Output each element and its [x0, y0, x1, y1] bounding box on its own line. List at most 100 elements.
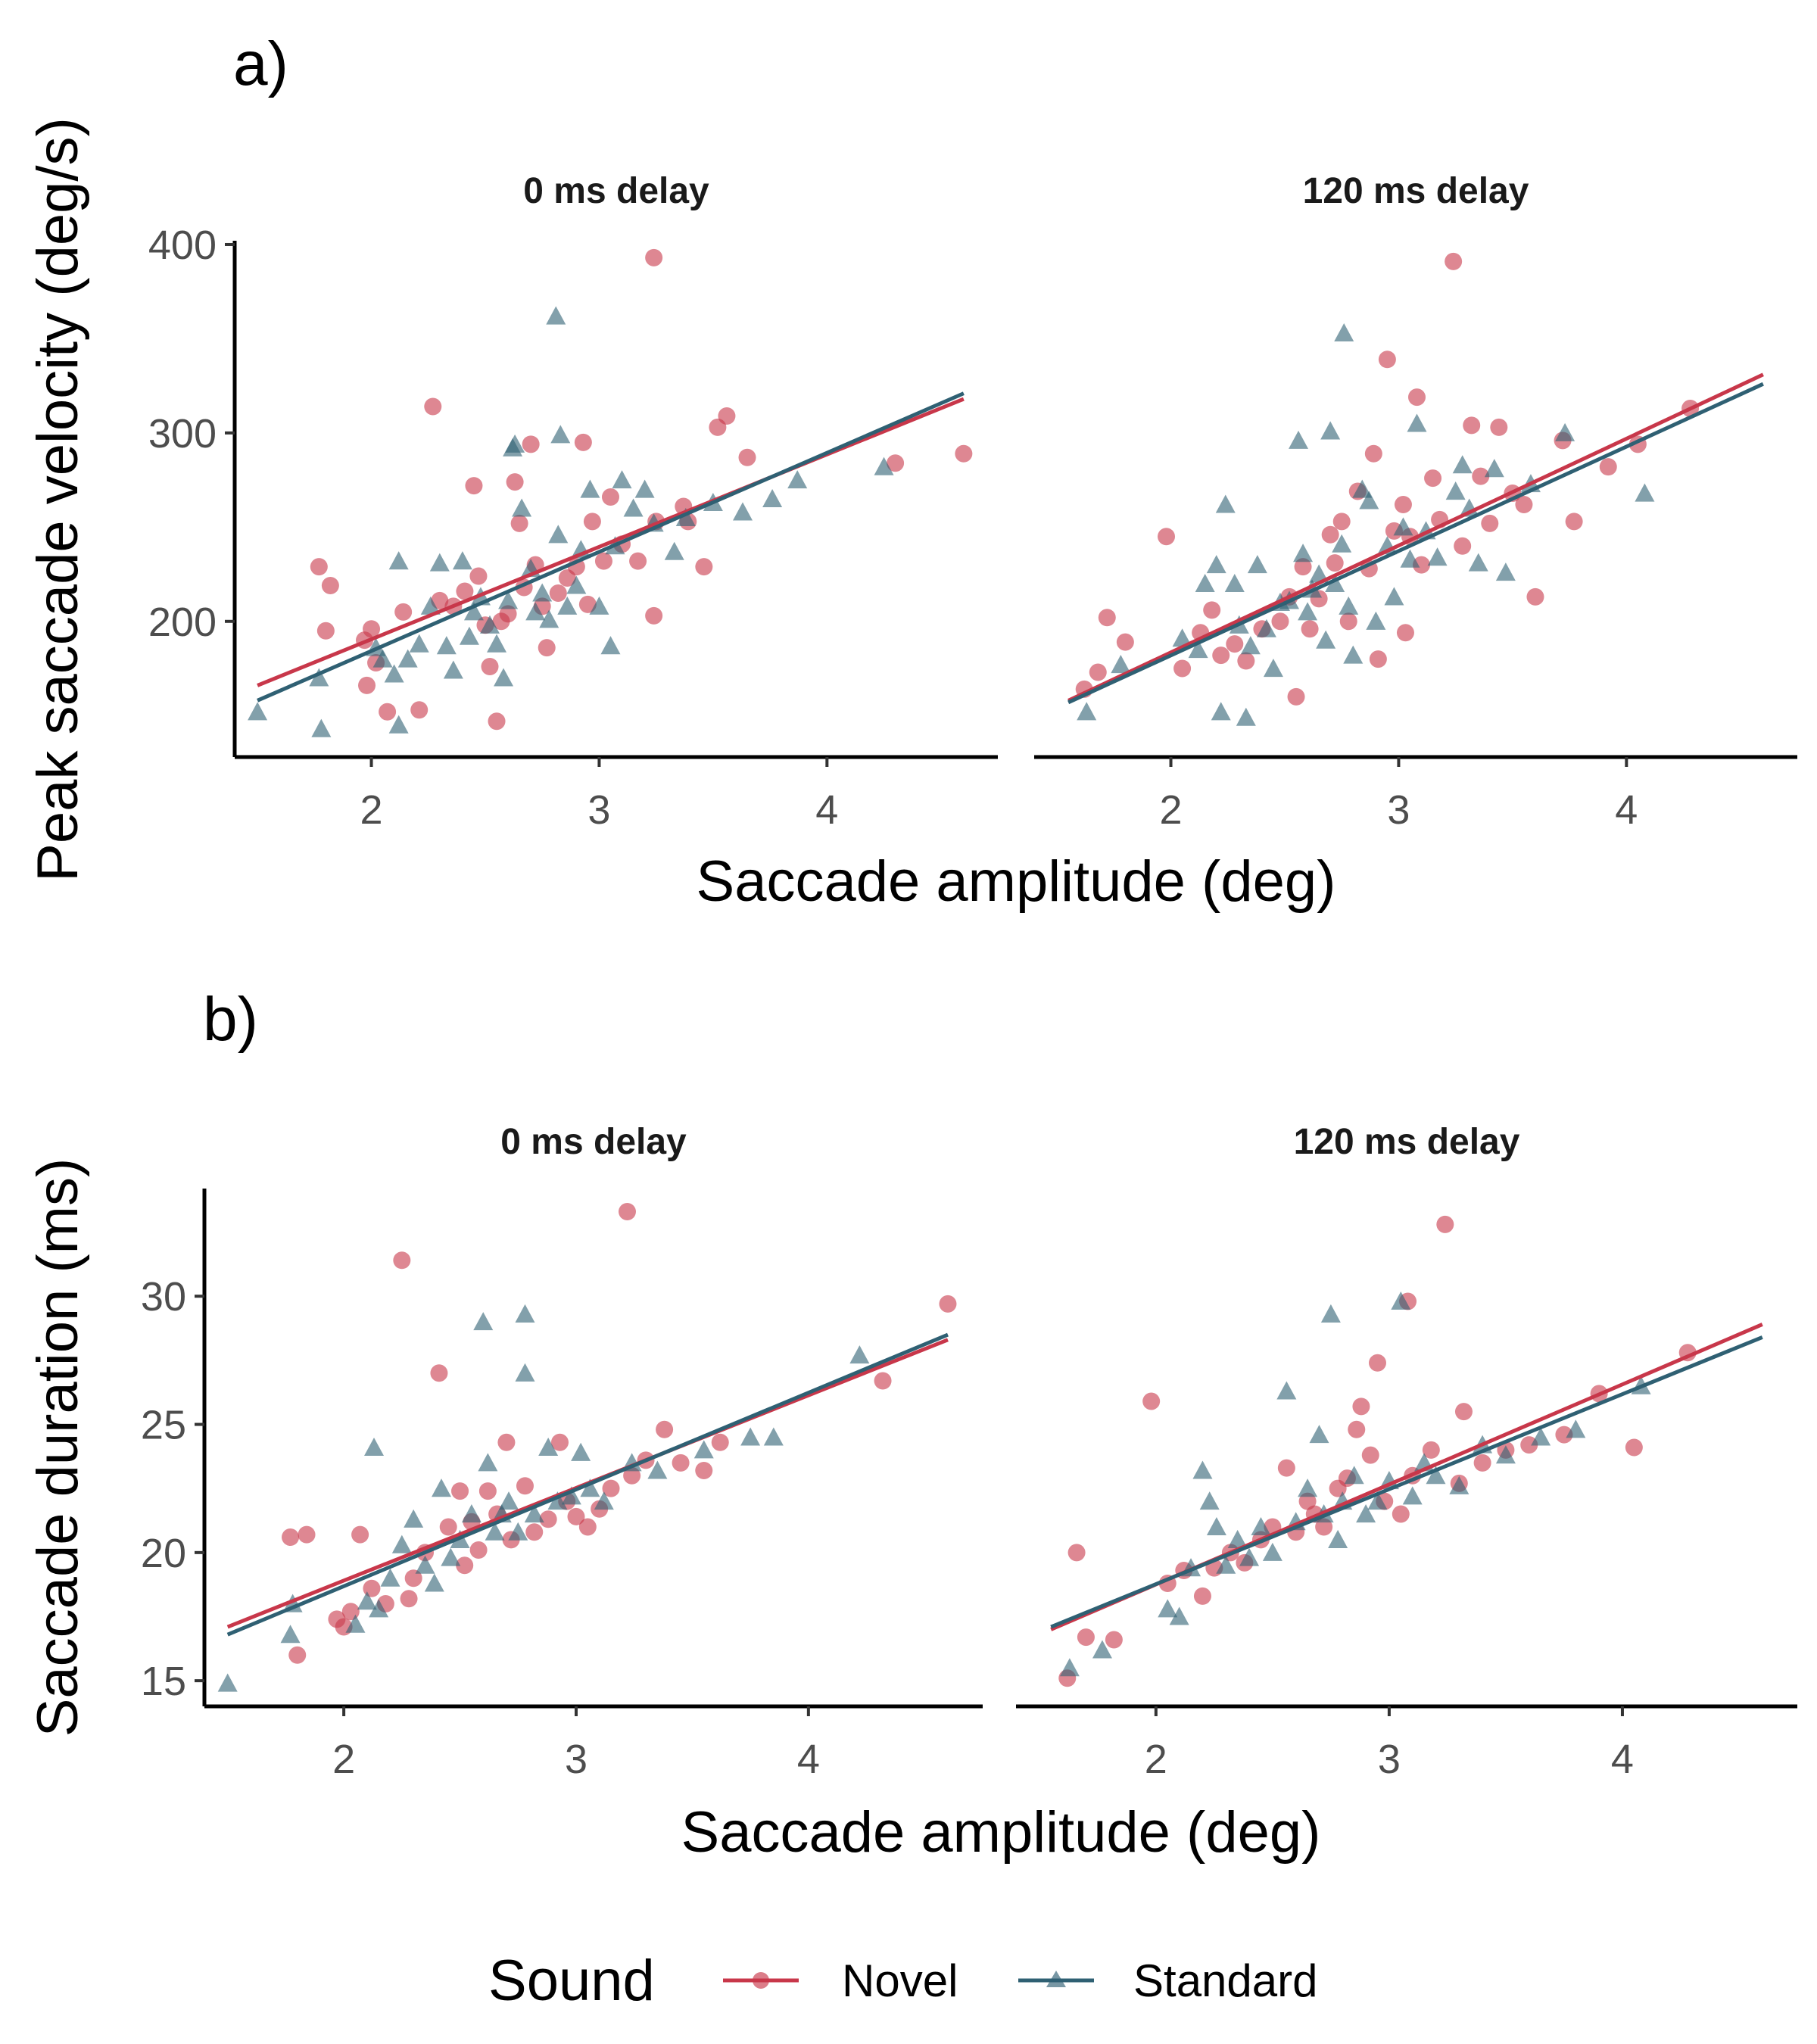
data-point-novel — [351, 1525, 369, 1544]
data-point-standard — [532, 583, 553, 602]
data-point-novel — [410, 701, 429, 719]
data-point-standard — [589, 596, 609, 615]
data-point-standard — [1199, 1491, 1220, 1510]
data-point-novel — [1116, 633, 1134, 651]
data-point-novel — [499, 605, 517, 623]
y-tick-label: 400 — [148, 223, 217, 268]
data-point-novel — [574, 433, 592, 451]
data-point-novel — [451, 1482, 469, 1500]
chart-a: a) Peak saccade velocity (deg/s) Saccade a… — [26, 30, 1797, 914]
data-point-novel — [1226, 635, 1244, 653]
data-point-standard — [1236, 707, 1256, 726]
data-point-novel — [1315, 1518, 1333, 1536]
data-point-standard — [443, 660, 463, 679]
data-point-novel — [887, 454, 905, 472]
data-point-standard — [1339, 596, 1359, 615]
data-point-standard — [1366, 611, 1386, 630]
data-point-standard — [380, 1568, 400, 1587]
data-point-novel — [1368, 1354, 1386, 1372]
panel-tag: b) — [203, 985, 258, 1054]
data-point-standard — [1059, 1658, 1080, 1677]
data-point-standard — [571, 1442, 591, 1461]
chart-root: a) Peak saccade velocity (deg/s) Saccade a… — [26, 30, 1797, 1865]
data-point-standard — [1188, 640, 1208, 659]
x-tick-label: 2 — [1160, 787, 1183, 833]
series-standard — [1077, 322, 1655, 726]
data-point-standard — [498, 1491, 519, 1510]
data-point-standard — [384, 664, 404, 683]
data-point-novel — [358, 676, 376, 694]
data-point-novel — [1445, 252, 1463, 270]
data-point-standard — [309, 668, 329, 687]
data-point-novel — [1321, 525, 1339, 544]
data-point-standard — [452, 551, 472, 570]
data-point-standard — [1263, 659, 1283, 678]
data-point-standard — [1445, 481, 1466, 500]
data-point-standard — [732, 502, 753, 521]
data-point-novel — [1098, 609, 1116, 627]
data-point-novel — [430, 1364, 448, 1382]
data-point-standard — [787, 470, 808, 489]
data-point-standard — [740, 1427, 761, 1446]
data-point-novel — [1277, 1459, 1295, 1477]
data-point-novel — [316, 622, 335, 640]
data-point-standard — [515, 1363, 535, 1382]
data-point-standard — [1484, 459, 1504, 478]
data-point-novel — [1378, 351, 1396, 369]
y-tick-label: 200 — [148, 600, 217, 645]
legend-title: Sound — [488, 1949, 655, 2013]
data-point-novel — [1105, 1631, 1123, 1649]
legend-label-standard: Standard — [1133, 1955, 1318, 2006]
data-point-novel — [1472, 467, 1490, 485]
data-point-standard — [480, 615, 500, 634]
data-point-standard — [1224, 574, 1245, 593]
data-point-novel — [439, 1518, 457, 1536]
data-point-novel — [1158, 528, 1176, 546]
data-point-standard — [432, 1478, 452, 1497]
data-point-standard — [1384, 587, 1404, 606]
data-point-standard — [594, 1491, 614, 1510]
data-point-standard — [505, 434, 525, 453]
legend-key-novel-marker — [753, 1972, 769, 1989]
data-point-novel — [404, 1569, 422, 1588]
data-point-novel — [1193, 1587, 1211, 1605]
facet-0ms: 0 ms delay 2 3 4 15 20 25 30 — [141, 1122, 983, 1782]
data-point-novel — [321, 576, 339, 594]
data-point-standard — [512, 498, 532, 517]
data-point-standard — [280, 1625, 301, 1644]
data-point-standard — [1555, 422, 1575, 441]
data-point-standard — [524, 1504, 544, 1523]
data-point-standard — [498, 590, 519, 609]
data-point-standard — [1531, 1427, 1551, 1446]
data-point-novel — [656, 1420, 674, 1438]
data-point-standard — [409, 634, 429, 653]
data-point-standard — [478, 1453, 498, 1472]
data-point-standard — [1276, 1381, 1297, 1400]
data-point-novel — [1463, 416, 1481, 435]
series-novel — [310, 248, 973, 731]
data-point-standard — [1309, 564, 1329, 583]
chart-b: b) Saccade duration (ms) Saccade amplitude… — [26, 985, 1797, 1865]
data-point-novel — [1332, 513, 1351, 531]
data-point-standard — [1239, 1547, 1260, 1566]
data-point-standard — [1400, 549, 1420, 568]
data-point-standard — [1356, 1504, 1376, 1523]
data-point-novel — [288, 1646, 307, 1664]
data-point-standard — [1158, 1599, 1178, 1618]
data-point-novel — [539, 1510, 557, 1528]
data-point-novel — [1454, 537, 1472, 555]
data-point-novel — [672, 1454, 690, 1472]
facet-title: 0 ms delay — [523, 171, 709, 211]
data-point-novel — [1392, 1505, 1410, 1523]
data-point-standard — [623, 498, 644, 517]
data-point-standard — [1240, 636, 1261, 655]
data-point-novel — [738, 448, 756, 466]
data-point-novel — [510, 514, 528, 532]
data-point-novel — [525, 1523, 544, 1541]
data-point-standard — [515, 1304, 535, 1323]
data-point-standard — [1407, 413, 1427, 432]
data-point-standard — [473, 1312, 494, 1331]
data-point-novel — [478, 1482, 497, 1500]
data-point-standard — [388, 551, 409, 570]
data-point-standard — [557, 596, 578, 615]
